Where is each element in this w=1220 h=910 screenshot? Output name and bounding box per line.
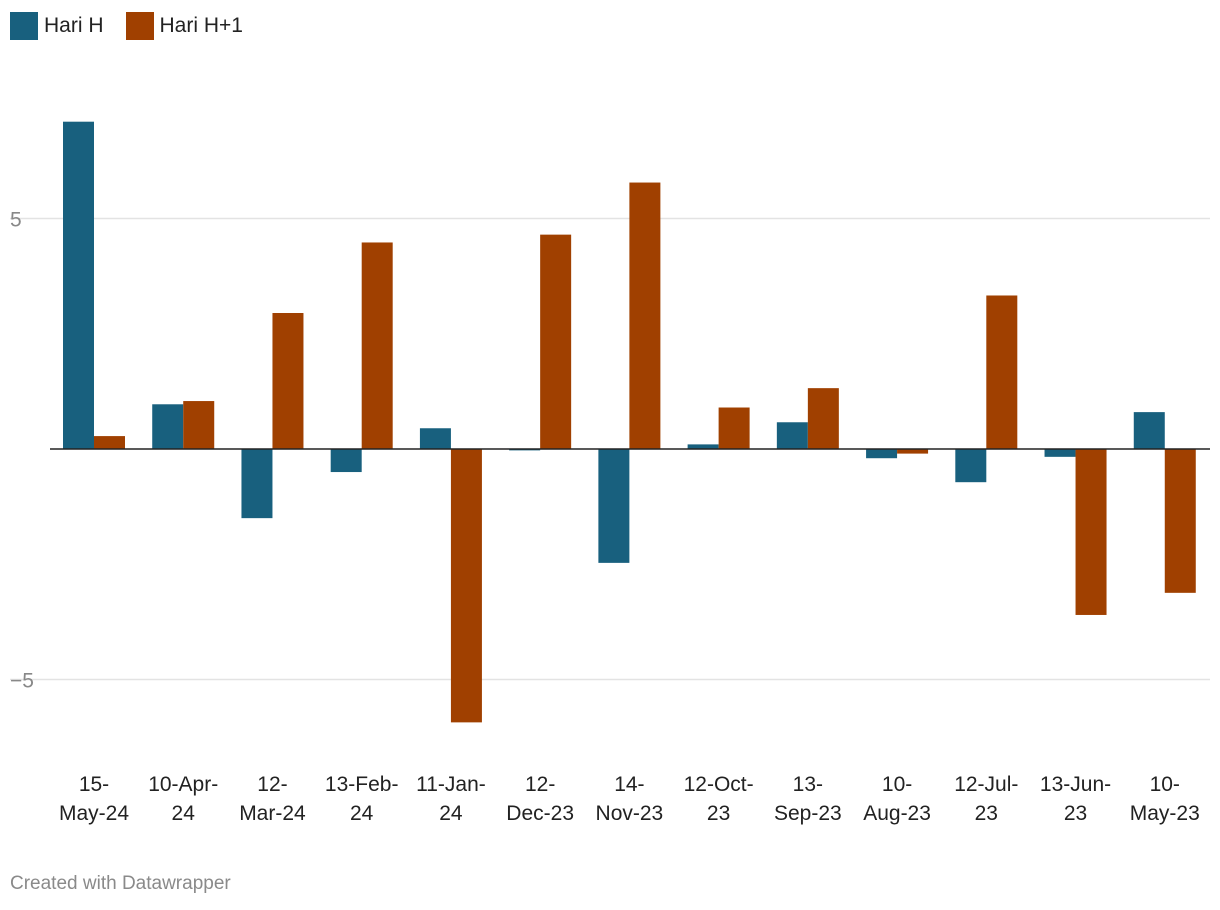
legend-item-hari-h1: Hari H+1 <box>125 12 243 40</box>
x-tick-label-1-line-0: 10-Apr- <box>148 773 218 796</box>
legend-swatch-hari-h1 <box>125 12 154 40</box>
x-tick-label-0-line-0: 15- <box>79 773 109 796</box>
footer-credit: Created with Datawrapper <box>10 873 231 894</box>
x-tick-label-11-line-0: 13-Jun- <box>1040 773 1111 796</box>
x-tick-label-12-line-1: May-23 <box>1130 802 1200 825</box>
x-tick-label-10-line-1: 23 <box>975 802 998 825</box>
y-tick-label-0: 5 <box>10 209 22 232</box>
x-tick-label-8-line-1: Sep-23 <box>774 802 842 825</box>
bar-hari-h-7 <box>687 444 719 449</box>
bar-hari-h1-6 <box>629 182 661 450</box>
x-tick-label-3-line-0: 13-Feb- <box>325 773 399 796</box>
x-tick-label-5-line-1: Dec-23 <box>506 802 574 825</box>
x-tick-label-5-line-0: 12- <box>525 773 555 796</box>
x-tick-label-12-line-0: 10- <box>1150 773 1180 796</box>
bar-hari-h1-8 <box>807 388 839 449</box>
x-tick-label-0-line-1: May-24 <box>59 802 129 825</box>
x-tick-label-1-line-1: 24 <box>172 802 196 825</box>
bar-hari-h1-11 <box>1075 449 1107 615</box>
bar-chart: 5 −5 15- May-24 10-Apr- 24 12- Mar-24 13-Feb- 24 1… <box>10 121 1210 825</box>
x-tick-label-6-line-1: Nov-23 <box>596 802 664 825</box>
x-tick-label-6-line-0: 14- <box>614 773 644 796</box>
x-tick-label-8-line-0: 13- <box>793 773 823 796</box>
bar-hari-h1-0 <box>94 436 125 449</box>
bar-hari-h-1 <box>152 404 184 449</box>
x-tick-label-4-line-1: 24 <box>439 802 463 825</box>
x-tick-label-9-line-0: 10- <box>882 773 912 796</box>
bar-hari-h-3 <box>330 449 362 473</box>
y-tick-label-2: −5 <box>10 670 34 693</box>
x-tick-label-10-line-0: 12-Jul- <box>954 773 1018 796</box>
bar-hari-h-2 <box>241 449 273 519</box>
bar-hari-h1-12 <box>1164 449 1196 593</box>
legend-label-hari-h: Hari H <box>44 14 104 37</box>
x-tick-label-7-line-0: 12-Oct- <box>684 773 754 796</box>
x-tick-label-7-line-1: 23 <box>707 802 730 825</box>
x-tick-label-11-line-1: 23 <box>1064 802 1087 825</box>
legend-label-hari-h1: Hari H+1 <box>159 14 243 37</box>
bar-hari-h-12 <box>1133 412 1165 449</box>
bar-hari-h-0 <box>63 121 94 449</box>
bar-hari-h-9 <box>866 449 898 459</box>
x-tick-label-4-line-0: 11-Jan- <box>416 773 486 796</box>
x-tick-label-2-line-0: 12- <box>257 773 287 796</box>
x-tick-label-9-line-1: Aug-23 <box>863 802 931 825</box>
bar-hari-h1-7 <box>718 407 750 449</box>
bar-hari-h-4 <box>419 428 451 449</box>
legend-swatch-hari-h <box>10 12 38 40</box>
legend: Hari H Hari H+1 <box>10 12 243 40</box>
bar-hari-h1-1 <box>183 401 215 449</box>
bar-hari-h-11 <box>1044 449 1076 457</box>
bar-hari-h1-4 <box>450 449 482 723</box>
bar-hari-h1-2 <box>272 313 304 449</box>
bar-hari-h-6 <box>598 449 630 563</box>
bar-hari-h1-9 <box>897 449 929 454</box>
bar-hari-h1-10 <box>986 295 1018 449</box>
legend-item-hari-h: Hari H <box>10 12 104 40</box>
bar-hari-h-10 <box>955 449 987 483</box>
bar-hari-h-8 <box>776 422 808 449</box>
bar-hari-h1-5 <box>540 234 572 449</box>
bar-hari-h1-3 <box>361 242 393 449</box>
x-tick-label-3-line-1: 24 <box>350 802 374 825</box>
x-tick-label-2-line-1: Mar-24 <box>239 802 306 825</box>
